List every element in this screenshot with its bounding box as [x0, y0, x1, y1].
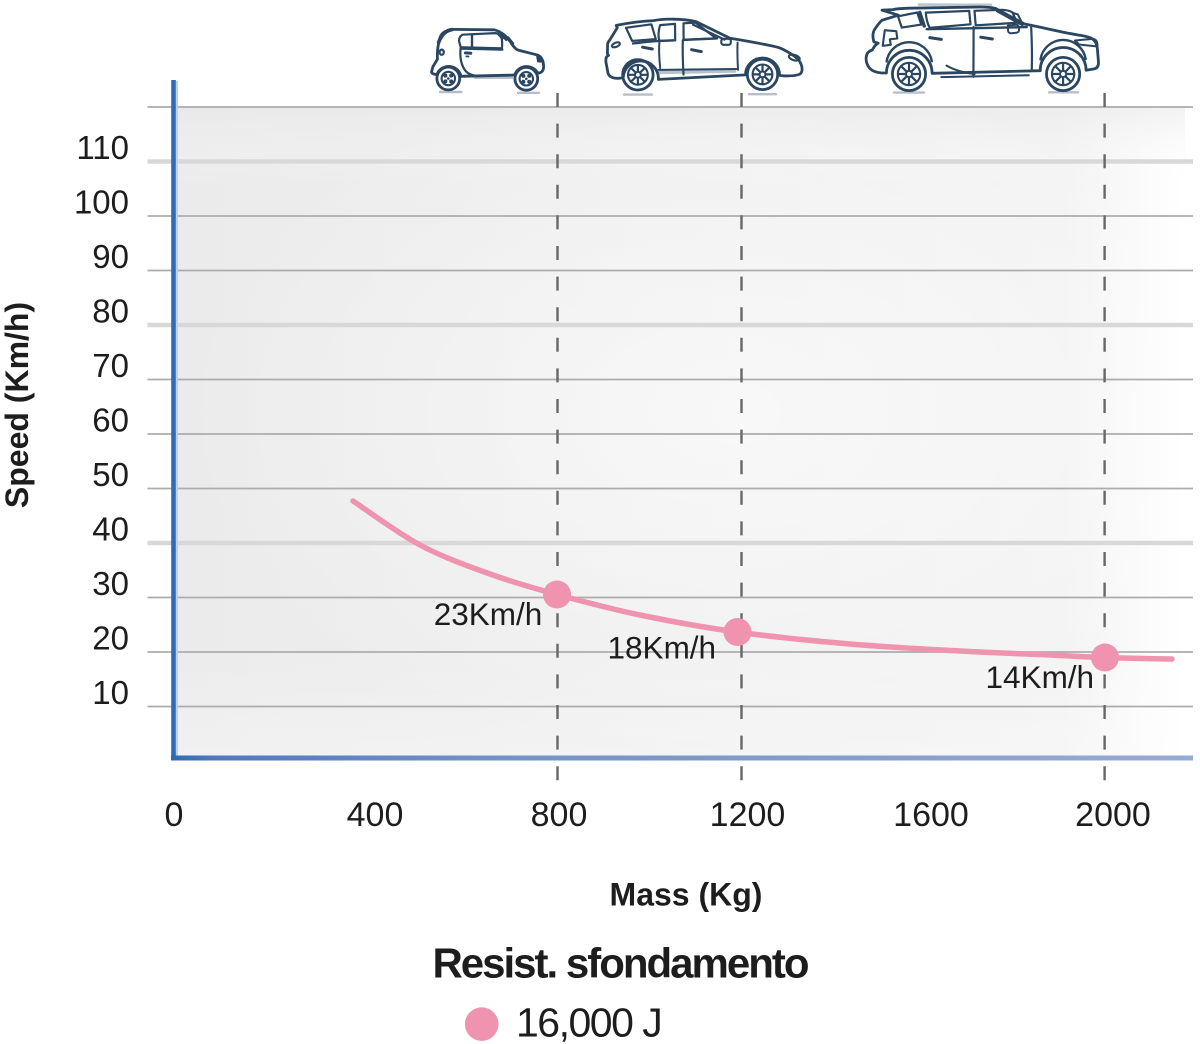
svg-text:2000: 2000 [1075, 796, 1151, 834]
svg-text:30: 30 [92, 565, 129, 602]
svg-text:40: 40 [92, 511, 129, 548]
svg-text:80: 80 [92, 293, 129, 330]
svg-text:1600: 1600 [893, 796, 969, 834]
svg-text:1200: 1200 [710, 796, 786, 834]
svg-text:0: 0 [165, 796, 184, 834]
svg-text:60: 60 [92, 402, 129, 439]
svg-text:16,000 J: 16,000 J [516, 1000, 661, 1044]
svg-text:Mass (Kg): Mass (Kg) [610, 877, 763, 913]
svg-text:10: 10 [92, 674, 129, 711]
svg-text:Speed (Km/h): Speed (Km/h) [0, 302, 35, 508]
svg-text:20: 20 [92, 620, 129, 657]
svg-text:400: 400 [347, 796, 404, 834]
svg-text:70: 70 [92, 347, 129, 384]
svg-text:14Km/h: 14Km/h [986, 659, 1095, 695]
svg-text:800: 800 [531, 796, 588, 834]
svg-text:18Km/h: 18Km/h [608, 630, 717, 666]
svg-text:110: 110 [76, 129, 129, 166]
svg-text:50: 50 [92, 456, 129, 493]
svg-text:Resist. sfondamento: Resist. sfondamento [432, 940, 808, 987]
svg-text:100: 100 [74, 184, 129, 221]
svg-text:90: 90 [92, 238, 129, 275]
svg-text:23Km/h: 23Km/h [434, 596, 543, 632]
